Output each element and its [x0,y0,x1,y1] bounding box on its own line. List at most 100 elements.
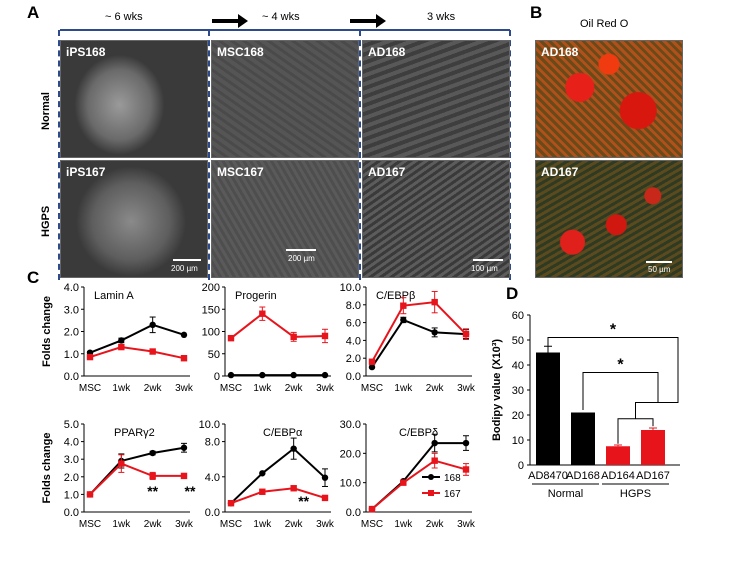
micrograph-oro-ad168: AD168 [535,40,683,158]
x-tick-label: 3wk [316,519,335,530]
micrograph-label: AD168 [368,45,406,59]
x-tick-label: 2wk [426,383,445,394]
data-point [118,343,125,351]
scale-bar-label: 100 µm [471,264,498,273]
data-point [431,439,438,447]
y-tick-label: 60 [512,310,524,322]
significance-bracket [582,372,659,410]
x-tick-label: AD164 [601,470,635,482]
series-line [371,301,467,363]
data-point [431,457,438,464]
oil-red-o-title: Oil Red O [580,18,629,30]
arrow-icon [350,14,386,28]
series-line [89,462,184,496]
series-line [89,323,185,354]
data-point [290,485,297,492]
x-tick-label: 3wk [316,383,335,394]
data-point [462,466,470,473]
series-line [371,318,467,368]
x-tick-label: MSC [79,383,101,394]
x-tick-label: 1wk [253,383,272,394]
y-axis-label: Folds change [41,433,53,504]
y-tick-label: 20.0 [340,448,361,460]
phase-3-label: 3 wks [427,11,456,23]
y-tick-label: 1.0 [64,489,79,501]
x-tick-label: MSC [220,383,242,394]
y-tick-label: 10 [512,435,524,447]
x-tick-label: 1wk [112,383,131,394]
phase-1-label: ~ 6 wks [105,11,143,23]
y-tick-label: 8.0 [346,300,361,312]
micrograph-ad168: AD168 [362,40,510,158]
y-tick-label: 1.0 [64,349,79,361]
data-point [462,330,470,338]
significance-marker: ** [147,483,158,499]
x-tick-label: AD167 [636,470,670,482]
y-tick-label: 200 [202,282,220,294]
data-point [227,371,235,379]
significance-marker: * [610,322,617,339]
data-point [149,321,156,329]
micrograph-label: AD167 [368,165,406,179]
micrograph-ips168: iPS168 [60,40,208,158]
micrograph-label: iPS167 [66,165,106,179]
scale-bar [173,259,201,261]
micrograph-oro-ad167: AD167 50 µm [535,160,683,278]
x-tick-label: 1wk [253,519,272,530]
y-tick-label: 4.0 [64,282,79,294]
x-tick-label: 2wk [426,519,445,530]
scale-bar-label: 200 µm [171,264,198,273]
data-point [259,310,266,317]
data-point [321,474,329,481]
data-point [227,500,235,507]
group-label: Normal [548,488,583,500]
x-tick-label: 1wk [112,519,131,530]
y-tick-label: 5.0 [64,419,79,431]
legend-marker [428,474,434,480]
x-tick-label: 3wk [175,383,194,394]
y-tick-label: 30 [512,385,524,397]
significance-bracket [547,337,679,419]
series-line [230,312,326,339]
x-tick-label: 1wk [394,383,413,394]
x-tick-label: 2wk [285,383,304,394]
column-divider [208,30,358,280]
chart-title: C/EBPα [263,427,303,439]
y-tick-label: 0.0 [346,371,361,383]
chart-title: Progerin [235,290,277,302]
group-label: HGPS [620,488,651,500]
y-tick-label: 0 [214,371,220,383]
scale-bar-label: 200 µm [288,254,315,263]
data-point [118,337,125,344]
x-tick-label: MSC [361,383,383,394]
y-tick-label: 0.0 [64,371,79,383]
legend-label: 168 [444,473,461,484]
bar [641,430,665,465]
data-point [180,472,188,480]
micrograph-label: MSC168 [217,45,264,59]
phase-2-label: ~ 4 wks [262,11,300,23]
y-tick-label: 3.0 [64,454,79,466]
micrograph-label: AD168 [541,45,579,59]
x-tick-label: MSC [79,519,101,530]
data-point [180,444,188,451]
series-line [89,346,185,360]
significance-marker: * [617,357,624,374]
x-tick-label: 2wk [285,519,304,530]
y-tick-label: 6.0 [346,318,361,330]
y-tick-label: 20 [512,410,524,422]
x-tick-label: 2wk [144,519,163,530]
chart-title: Lamin A [94,290,134,302]
panel-letter-d: D [506,284,519,303]
x-tick-label: 3wk [175,519,194,530]
data-point [400,302,407,309]
legend-label: 167 [444,489,461,500]
data-point [259,371,266,379]
data-point [149,449,156,457]
y-tick-label: 4.0 [205,472,220,484]
scale-bar [473,259,503,261]
y-tick-label: 4.0 [346,335,361,347]
x-tick-label: 1wk [394,519,413,530]
data-point [259,488,266,495]
y-tick-label: 0 [518,460,524,472]
